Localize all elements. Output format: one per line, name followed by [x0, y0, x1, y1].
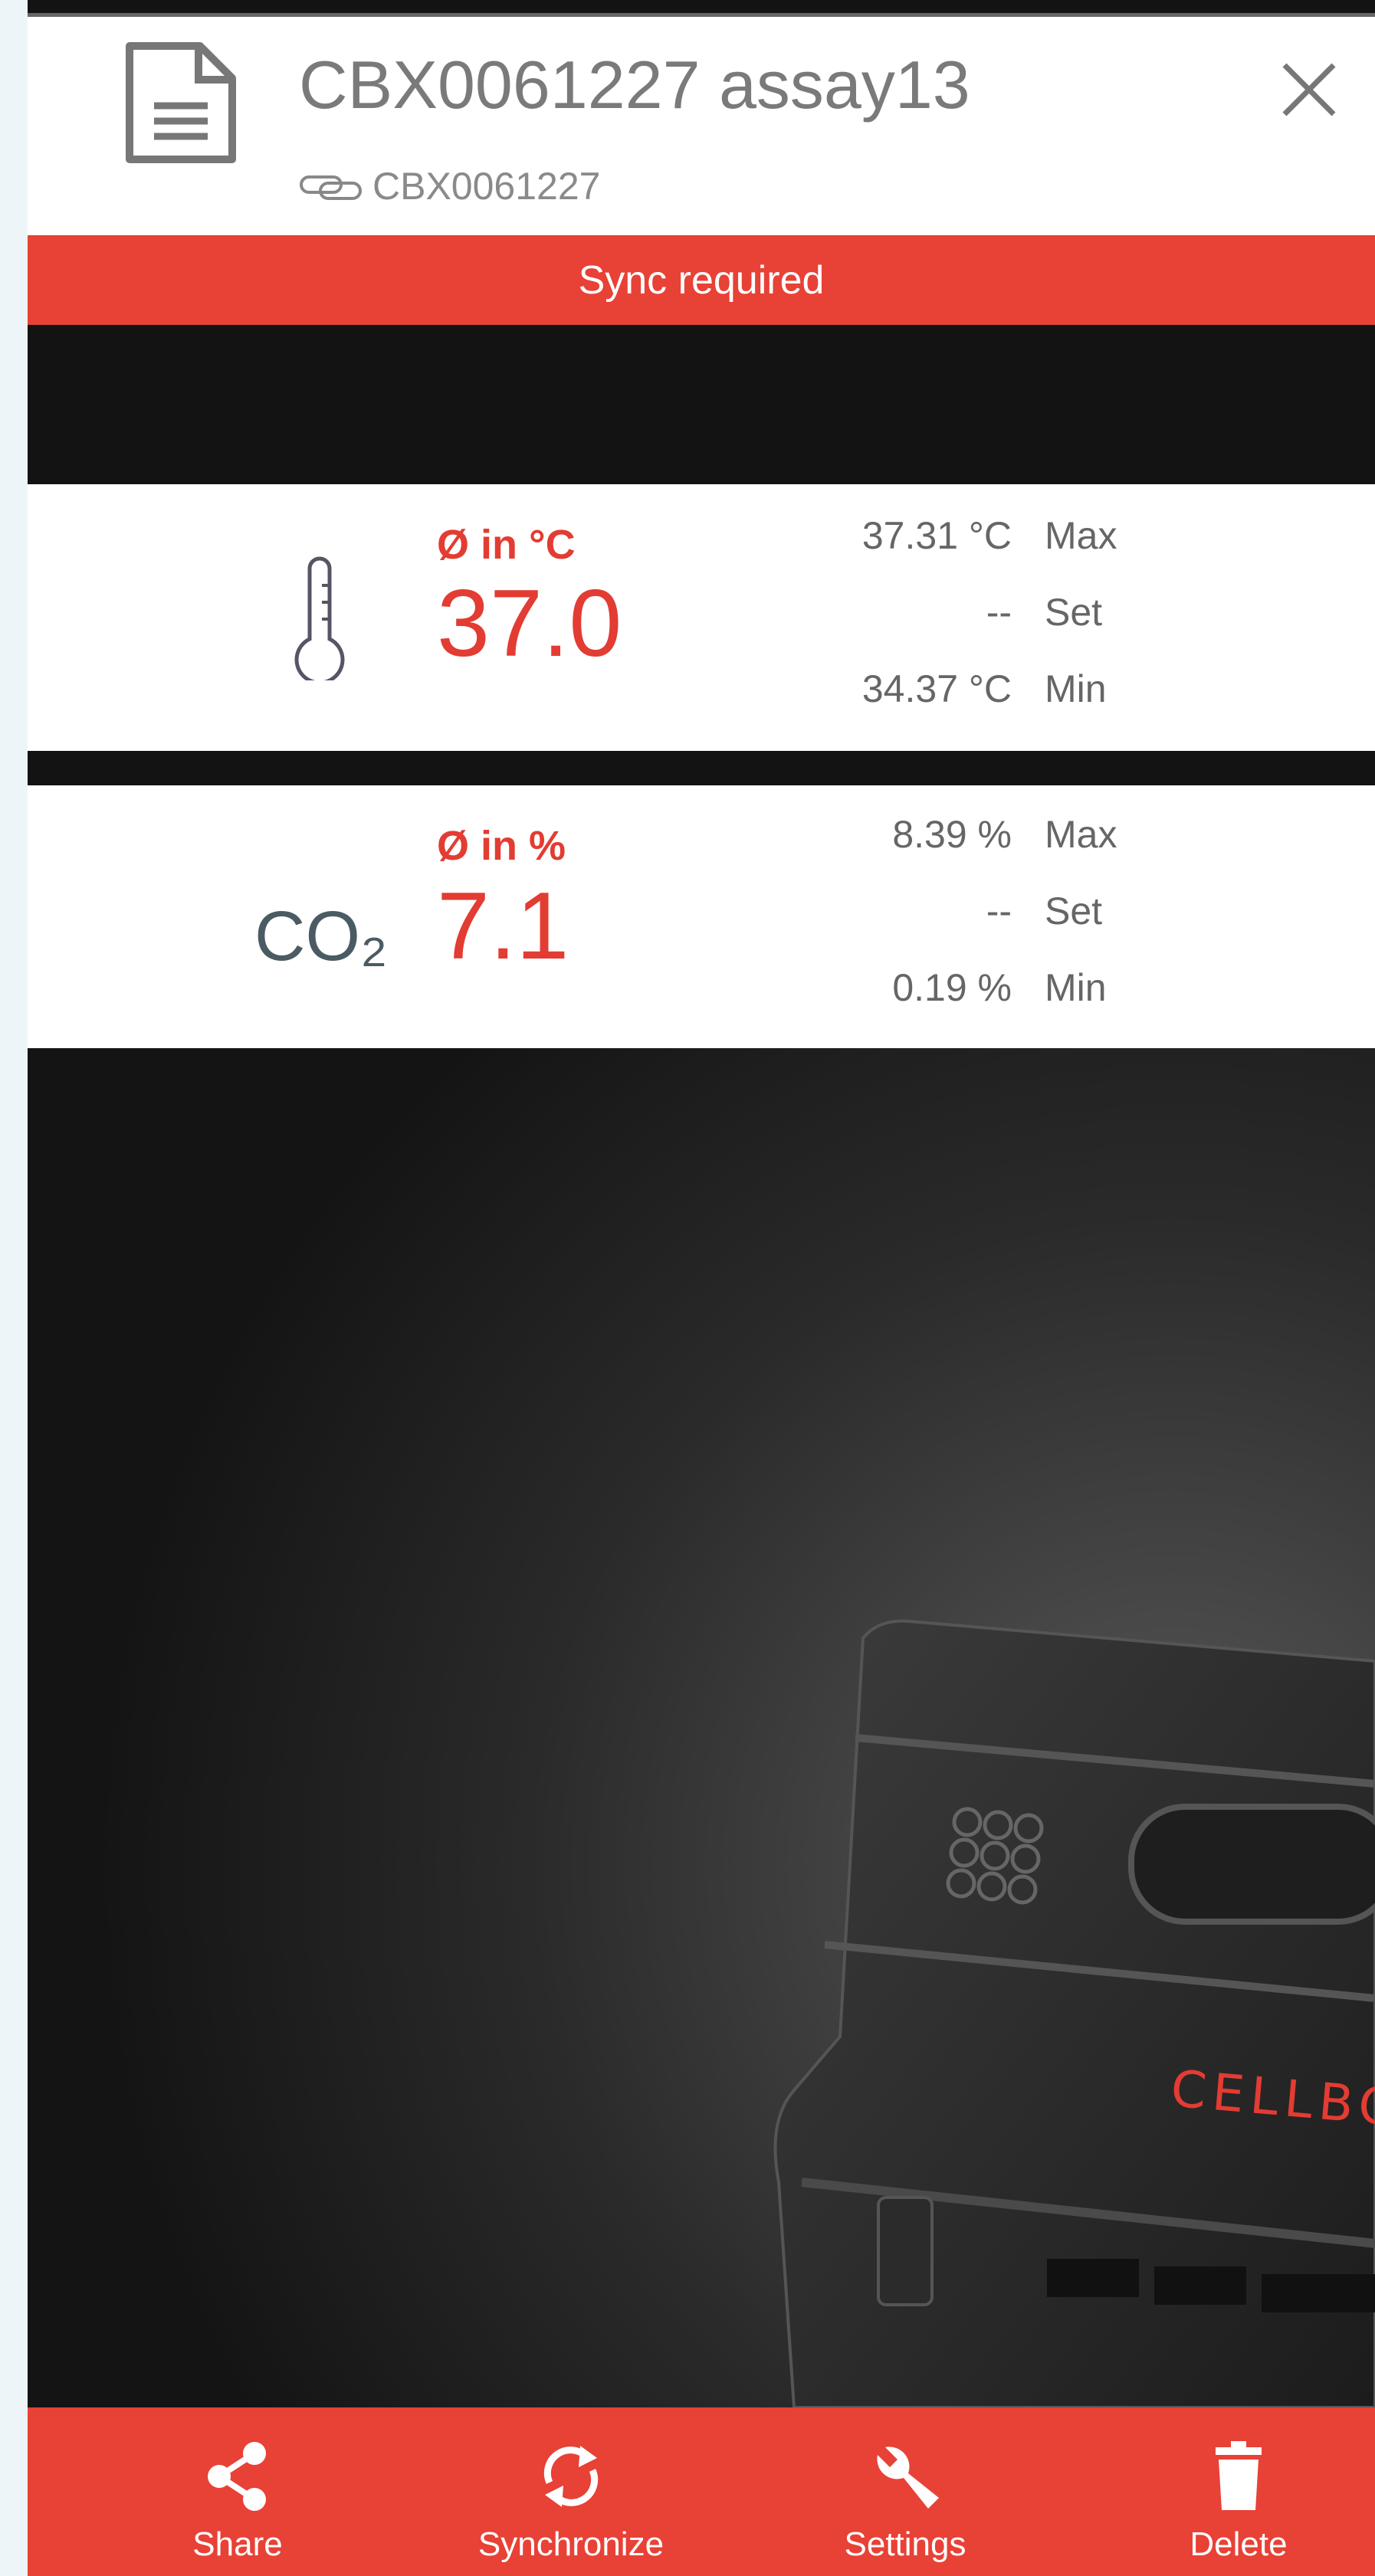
stat-label: Set — [1045, 889, 1102, 933]
screen: {"header":{"title":"CBX0061227 assay13",… — [0, 0, 1375, 2576]
header: CBX0061227 assay13 CBX0061227 — [28, 17, 1375, 235]
device-id: CBX0061227 — [372, 164, 600, 208]
link-icon — [299, 175, 363, 201]
settings-button[interactable]: Settings — [738, 2407, 1072, 2576]
toolbar: Share Synchronize Settings Delete — [28, 2407, 1375, 2576]
document-icon — [123, 41, 238, 166]
stat-label: Max — [1045, 513, 1117, 558]
trash-icon — [1200, 2438, 1277, 2515]
sync-icon — [533, 2438, 609, 2515]
stat-value: 34.37 °C — [705, 667, 1012, 711]
app: CBX0061227 assay13 CBX0061227 Sync requi… — [28, 0, 1375, 2576]
stat-value: 37.31 °C — [705, 513, 1012, 558]
button-label: Delete — [1071, 2525, 1375, 2564]
button-label: Synchronize — [404, 2525, 738, 2564]
stat-label: Min — [1045, 965, 1107, 1010]
page: CellBox html, body { margin: 0; padding:… — [0, 0, 1375, 2576]
stat-label: Set — [1045, 590, 1102, 634]
button-label: Share — [71, 2525, 405, 2564]
stat-value: 0.19 % — [705, 965, 1012, 1010]
stat-label: Min — [1045, 667, 1107, 711]
stat-value: 8.39 % — [705, 812, 1012, 857]
button-label: Settings — [738, 2525, 1072, 2564]
average-value: 37.0 — [437, 576, 622, 671]
share-icon — [199, 2438, 276, 2515]
banner-text: Sync required — [579, 257, 825, 303]
average-value: 7.1 — [437, 879, 569, 974]
stat-label: Max — [1045, 812, 1117, 857]
stat-value: -- — [705, 590, 1012, 634]
temperature-card: Ø in °C 37.0 37.31 °C Max -- Set 34.37 °… — [28, 484, 1375, 751]
sync-banner: Sync required — [28, 235, 1375, 325]
thermometer-icon — [293, 555, 346, 680]
unit-label: Ø in % — [437, 822, 566, 870]
title: CBX0061227 assay13 — [299, 46, 970, 124]
wrench-icon — [867, 2438, 943, 2515]
delete-button[interactable]: Delete — [1071, 2407, 1375, 2576]
close-button[interactable] — [1280, 61, 1338, 119]
product-photo: CELLBOX — [28, 1048, 1375, 2407]
co2-card: CO₂ Ø in % 7.1 8.39 % Max -- Set 0.19 % … — [28, 785, 1375, 1048]
synchronize-button[interactable]: Synchronize — [404, 2407, 738, 2576]
unit-label: Ø in °C — [437, 521, 576, 569]
co2-icon-label: CO₂ — [254, 896, 388, 977]
stat-value: -- — [705, 889, 1012, 933]
share-button[interactable]: Share — [71, 2407, 405, 2576]
